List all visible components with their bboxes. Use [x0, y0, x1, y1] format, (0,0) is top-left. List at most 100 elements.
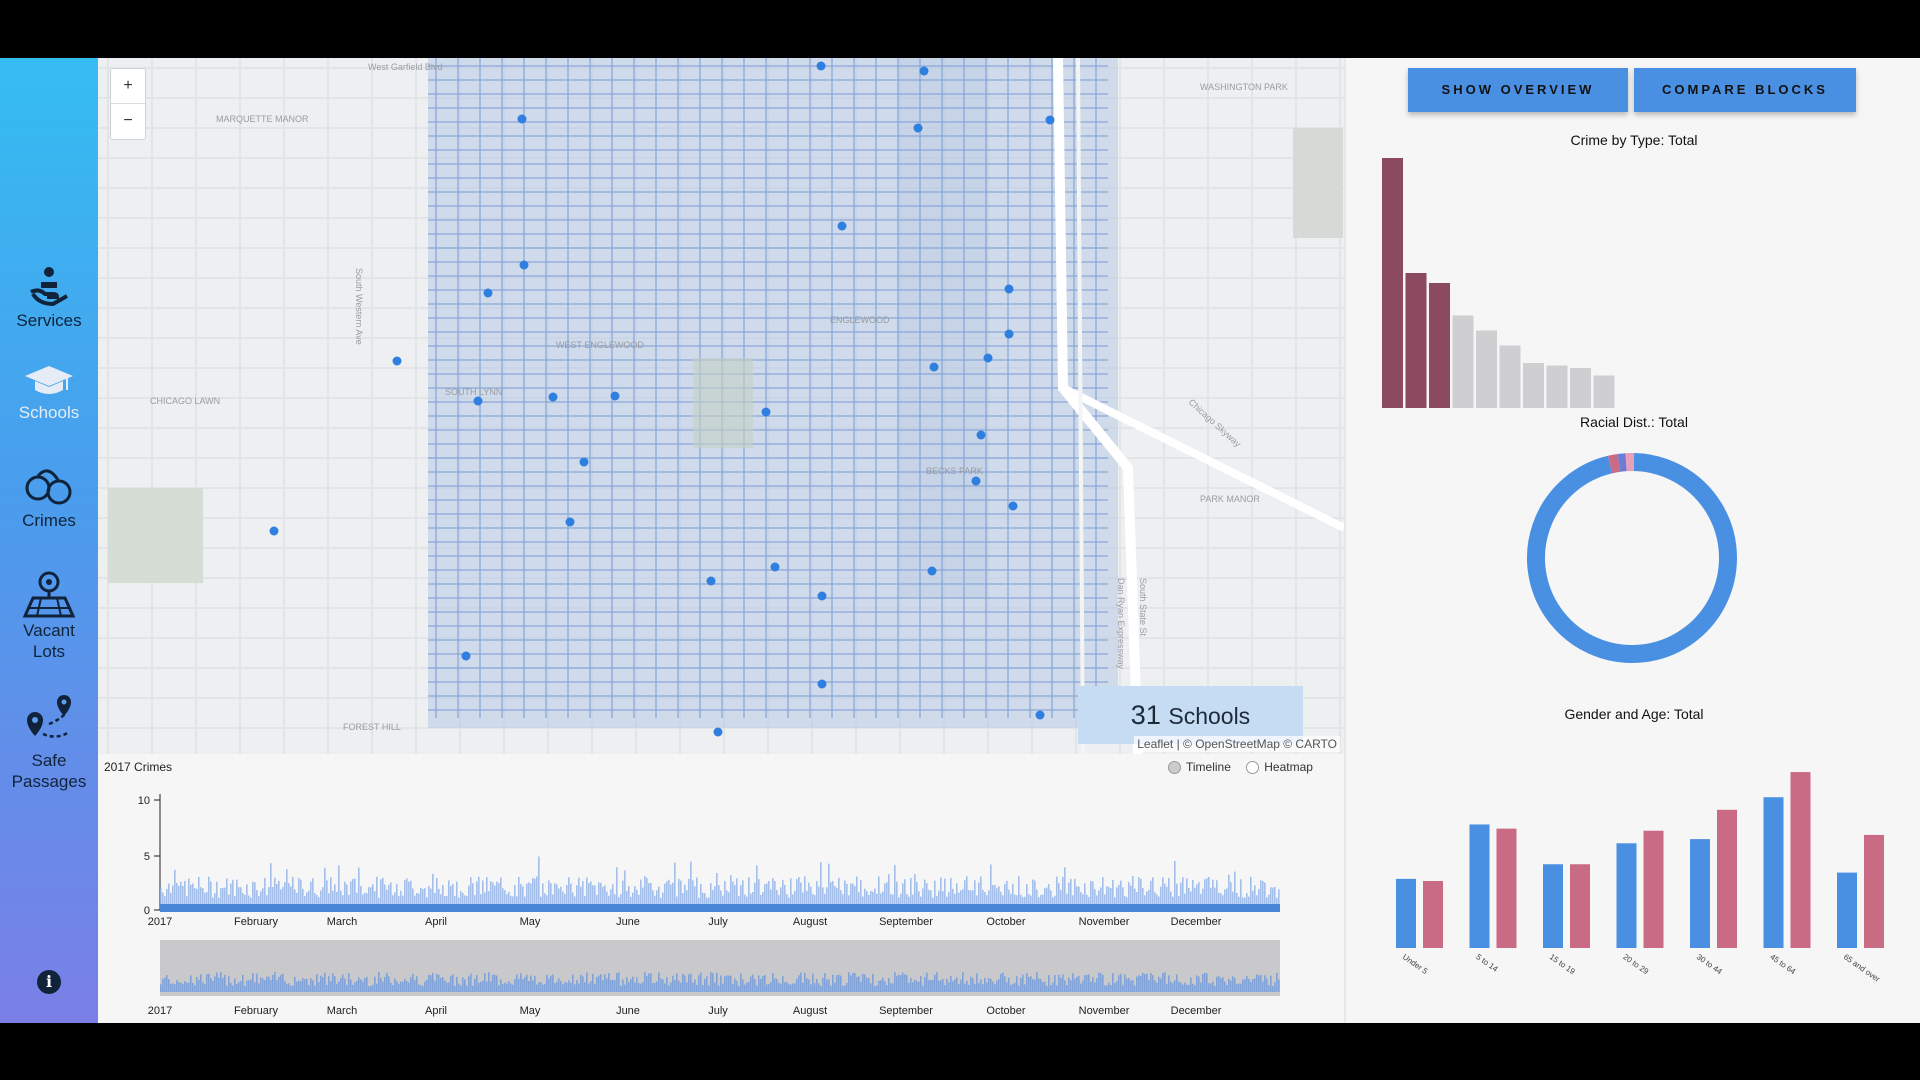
crime-type-bar[interactable]	[1570, 368, 1591, 408]
radio-heatmap[interactable]: Heatmap	[1246, 760, 1313, 774]
school-marker[interactable]	[817, 591, 827, 601]
gender-age-bar[interactable]	[1690, 839, 1710, 948]
map-view[interactable]: West Garfield Blvd MARQUETTE MANOR WASHI…	[98, 58, 1344, 754]
school-marker[interactable]	[519, 260, 529, 270]
crime-type-bar[interactable]	[1452, 315, 1474, 409]
school-marker[interactable]	[1045, 115, 1055, 125]
school-marker[interactable]	[1004, 284, 1014, 294]
gender-age-bar[interactable]	[1543, 864, 1563, 948]
crime-type-bar[interactable]	[1523, 363, 1544, 408]
crime-type-bar[interactable]	[1593, 375, 1615, 409]
timeline-chart[interactable]: 10 5 0 2017 February March April May June July…	[98, 754, 1344, 1023]
map-attribution[interactable]: Leaflet | © OpenStreetMap © CARTO	[1134, 736, 1340, 752]
map-label: WASHINGTON PARK	[1200, 82, 1288, 92]
school-marker[interactable]	[971, 476, 981, 486]
school-marker[interactable]	[706, 576, 716, 586]
gender-age-bar[interactable]	[1570, 864, 1590, 948]
month-label: July	[708, 916, 728, 928]
y-tick: 5	[144, 851, 150, 863]
school-marker[interactable]	[816, 61, 826, 71]
school-marker[interactable]	[1035, 710, 1045, 720]
school-marker[interactable]	[565, 517, 575, 527]
route-pins-icon	[27, 695, 71, 738]
school-marker[interactable]	[1008, 501, 1018, 511]
school-marker[interactable]	[269, 526, 279, 536]
crime-type-bar[interactable]	[1405, 273, 1427, 408]
map-tiles[interactable]: West Garfield Blvd MARQUETTE MANOR WASHI…	[98, 58, 1344, 754]
crime-type-bar[interactable]	[1476, 330, 1497, 409]
school-marker[interactable]	[761, 407, 771, 417]
sidebar-item-label: Crimes	[22, 511, 76, 530]
y-tick: 10	[138, 795, 150, 807]
age-group-label: 30 to 44	[1695, 952, 1724, 976]
graduation-cap-icon	[25, 366, 73, 394]
gender-age-bar[interactable]	[1423, 880, 1443, 948]
school-marker[interactable]	[483, 288, 493, 298]
gender-age-bar[interactable]	[1717, 809, 1737, 948]
school-marker[interactable]	[610, 391, 620, 401]
month-label: April	[425, 916, 447, 928]
crime-by-type-title: Crime by Type: Total	[1570, 132, 1698, 148]
racial-slice[interactable]	[1527, 453, 1737, 663]
gender-age-bar[interactable]	[1864, 834, 1884, 948]
racial-slice[interactable]	[1607, 453, 1621, 474]
info-icon[interactable]: i	[37, 970, 61, 994]
sidebar-item-label: Schools	[18, 403, 80, 422]
show-overview-button[interactable]: SHOW OVERVIEW	[1408, 68, 1628, 112]
racial-slice[interactable]	[1617, 453, 1627, 472]
school-marker[interactable]	[1004, 329, 1014, 339]
school-marker[interactable]	[919, 66, 929, 76]
sidebar-item-label: Vacant Lots	[23, 621, 75, 661]
school-marker[interactable]	[461, 651, 471, 661]
month-label: August	[793, 916, 827, 928]
sidebar-item-crimes[interactable]: Crimes	[0, 464, 98, 531]
gender-age-bar[interactable]	[1790, 772, 1811, 948]
map-label: ENGLEWOOD	[830, 315, 890, 325]
zoom-out-button[interactable]: −	[111, 103, 145, 138]
school-marker[interactable]	[837, 221, 847, 231]
crime-type-bar[interactable]	[1382, 158, 1403, 408]
radio-button[interactable]	[1246, 760, 1260, 774]
crime-timeline: 2017 Crimes Timeline Heatmap 10 5 0 2017…	[98, 754, 1344, 1023]
gender-age-bar[interactable]	[1496, 828, 1517, 948]
crime-type-bar[interactable]	[1546, 365, 1568, 409]
crime-type-bar[interactable]	[1429, 283, 1450, 408]
school-marker[interactable]	[927, 566, 937, 576]
school-marker[interactable]	[913, 123, 923, 133]
gender-age-bar[interactable]	[1763, 797, 1784, 948]
school-marker[interactable]	[770, 562, 780, 572]
month-label: June	[616, 1005, 640, 1017]
gender-age-bar[interactable]	[1616, 843, 1637, 948]
age-group-label: 65 and over	[1842, 952, 1882, 984]
gender-age-bar[interactable]	[1837, 872, 1857, 948]
school-marker[interactable]	[817, 679, 827, 689]
radio-timeline[interactable]: Timeline	[1168, 760, 1231, 774]
school-marker[interactable]	[929, 362, 939, 372]
month-label: March	[327, 1005, 358, 1017]
zoom-in-button[interactable]: +	[123, 77, 133, 94]
y-tick: 0	[144, 905, 150, 917]
school-marker[interactable]	[392, 356, 402, 366]
gender-age-bar[interactable]	[1469, 824, 1490, 948]
school-marker[interactable]	[976, 430, 986, 440]
crime-type-bar[interactable]	[1499, 345, 1521, 409]
school-marker[interactable]	[517, 114, 527, 124]
map-label: SOUTH LYNN	[445, 387, 502, 397]
school-marker[interactable]	[983, 353, 993, 363]
zoom-control: + −	[110, 68, 146, 140]
gender-age-bar[interactable]	[1396, 878, 1416, 948]
sidebar-item-schools[interactable]: Schools	[0, 364, 98, 423]
gender-age-bar[interactable]	[1643, 830, 1664, 948]
school-marker[interactable]	[579, 457, 589, 467]
compare-blocks-button[interactable]: COMPARE BLOCKS	[1634, 68, 1856, 112]
sidebar-item-safe-passages[interactable]: Safe Passages	[0, 694, 98, 792]
school-marker[interactable]	[473, 396, 483, 406]
sidebar-item-vacant-lots[interactable]: Vacant Lots	[0, 568, 98, 662]
school-marker[interactable]	[713, 727, 723, 737]
vacant-lot-map-icon	[22, 571, 76, 618]
radio-button[interactable]	[1168, 760, 1181, 774]
sidebar-item-services[interactable]: Services	[0, 264, 98, 331]
map-label: FOREST HILL	[343, 722, 401, 732]
school-marker[interactable]	[548, 392, 558, 402]
month-label: May	[520, 1005, 541, 1017]
